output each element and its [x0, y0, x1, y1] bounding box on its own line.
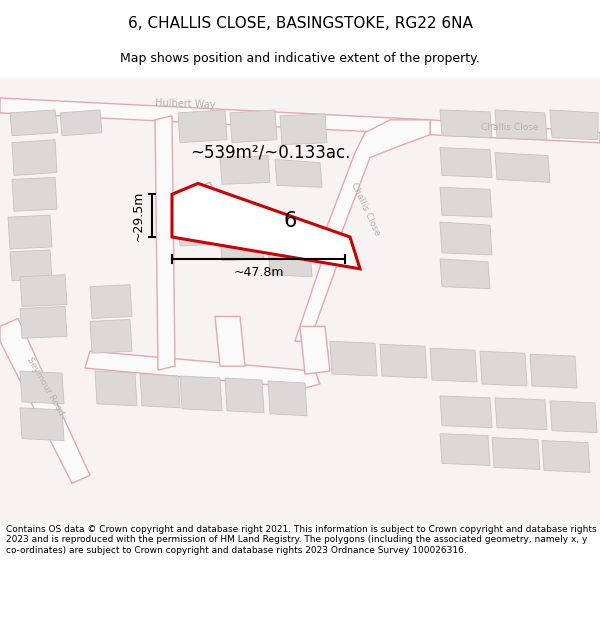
Polygon shape — [0, 319, 90, 483]
Polygon shape — [440, 222, 492, 255]
Polygon shape — [85, 351, 320, 388]
Polygon shape — [268, 381, 307, 416]
Text: 6, CHALLIS CLOSE, BASINGSTOKE, RG22 6NA: 6, CHALLIS CLOSE, BASINGSTOKE, RG22 6NA — [128, 16, 472, 31]
Polygon shape — [220, 230, 264, 261]
Polygon shape — [550, 401, 597, 432]
Polygon shape — [12, 140, 57, 176]
Polygon shape — [220, 156, 270, 184]
Polygon shape — [330, 341, 377, 376]
Text: ~29.5m: ~29.5m — [131, 191, 145, 241]
Polygon shape — [440, 148, 492, 178]
Polygon shape — [280, 114, 327, 144]
Text: Hulbert Way: Hulbert Way — [155, 98, 215, 110]
Polygon shape — [20, 371, 64, 404]
Polygon shape — [300, 326, 330, 374]
Polygon shape — [440, 110, 492, 138]
Polygon shape — [140, 374, 180, 408]
Polygon shape — [20, 275, 67, 306]
Polygon shape — [12, 177, 57, 211]
Polygon shape — [10, 110, 58, 136]
Polygon shape — [495, 398, 547, 429]
Text: Seymour Road: Seymour Road — [25, 355, 65, 417]
Polygon shape — [180, 376, 222, 411]
Polygon shape — [225, 378, 264, 412]
Polygon shape — [495, 110, 547, 140]
Polygon shape — [90, 284, 132, 319]
Polygon shape — [155, 116, 175, 370]
Text: 6: 6 — [283, 211, 296, 231]
Polygon shape — [440, 434, 490, 466]
Polygon shape — [8, 215, 52, 249]
Polygon shape — [295, 120, 430, 341]
Polygon shape — [90, 319, 132, 353]
Polygon shape — [480, 351, 527, 386]
Polygon shape — [430, 348, 477, 382]
Polygon shape — [495, 152, 550, 182]
Polygon shape — [178, 215, 222, 246]
Polygon shape — [215, 316, 245, 366]
Polygon shape — [60, 110, 102, 136]
Polygon shape — [550, 110, 598, 140]
Text: Challis Close: Challis Close — [481, 123, 539, 132]
Polygon shape — [380, 344, 427, 378]
Polygon shape — [10, 250, 52, 281]
Text: Contains OS data © Crown copyright and database right 2021. This information is : Contains OS data © Crown copyright and d… — [6, 525, 596, 555]
Polygon shape — [440, 188, 492, 217]
Polygon shape — [542, 441, 590, 472]
Polygon shape — [440, 259, 490, 289]
Polygon shape — [95, 371, 137, 406]
Polygon shape — [430, 120, 600, 142]
Polygon shape — [172, 183, 360, 269]
Text: Map shows position and indicative extent of the property.: Map shows position and indicative extent… — [120, 52, 480, 65]
Text: ~539m²/~0.133ac.: ~539m²/~0.133ac. — [190, 144, 350, 162]
Polygon shape — [20, 306, 67, 338]
Polygon shape — [492, 438, 540, 469]
Polygon shape — [178, 110, 227, 142]
Text: ~47.8m: ~47.8m — [233, 266, 284, 279]
Polygon shape — [230, 110, 277, 142]
Polygon shape — [0, 98, 440, 135]
Polygon shape — [275, 159, 322, 188]
Polygon shape — [172, 182, 215, 208]
Text: Challis Close: Challis Close — [349, 181, 381, 237]
Polygon shape — [440, 396, 492, 428]
Polygon shape — [530, 354, 577, 388]
Polygon shape — [20, 408, 64, 441]
Polygon shape — [0, 78, 600, 525]
Polygon shape — [268, 247, 312, 277]
